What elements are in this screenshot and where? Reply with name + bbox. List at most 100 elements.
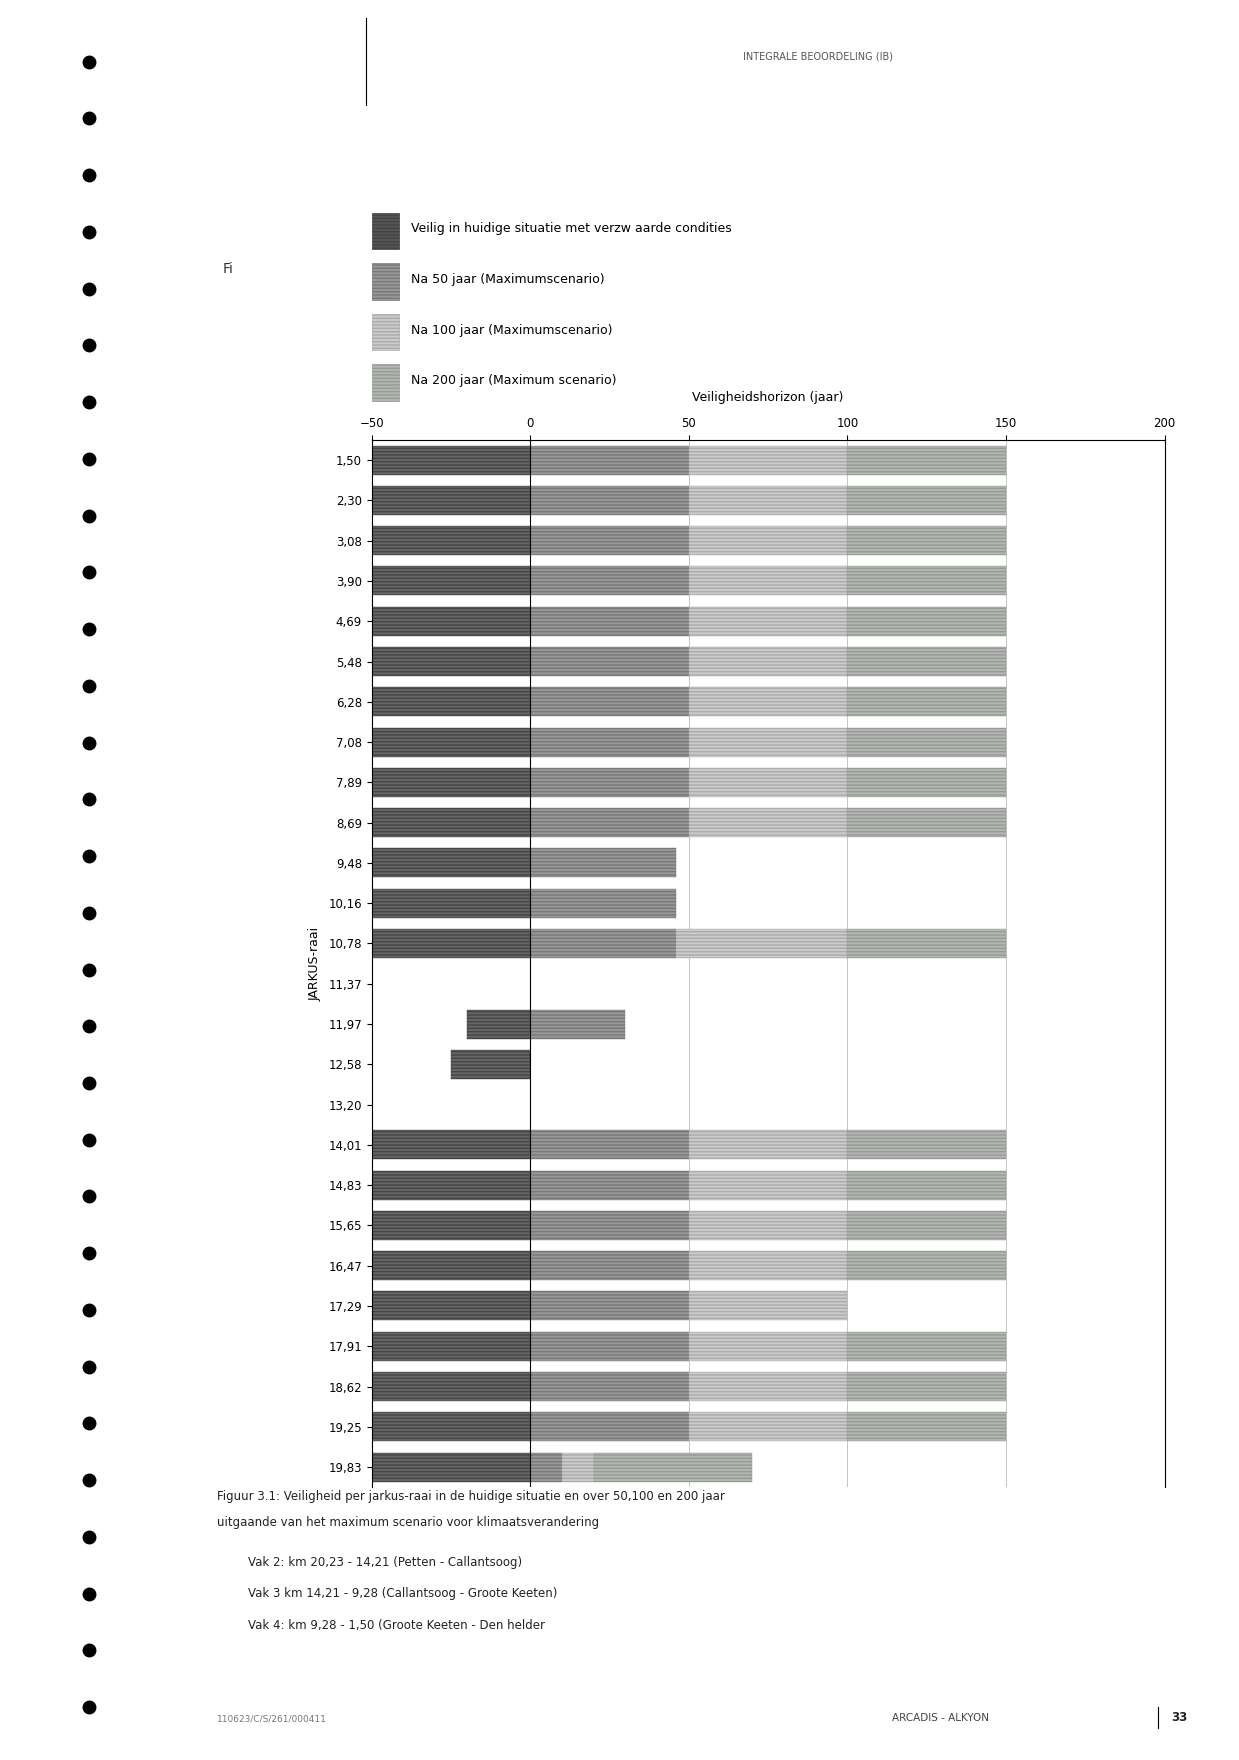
- Bar: [689, 1211, 847, 1239]
- Bar: [847, 1251, 1006, 1280]
- Bar: [847, 1373, 1006, 1401]
- Bar: [530, 1373, 689, 1401]
- Bar: [530, 848, 676, 878]
- Bar: [689, 688, 847, 716]
- Bar: [530, 526, 689, 554]
- Bar: [689, 486, 847, 516]
- Bar: [530, 1332, 689, 1360]
- Bar: [530, 727, 689, 757]
- Bar: [847, 1332, 1006, 1360]
- Bar: [847, 1130, 1006, 1160]
- Bar: [847, 486, 1006, 516]
- Bar: [689, 1292, 847, 1320]
- Bar: [847, 648, 1006, 676]
- Bar: [372, 1412, 530, 1441]
- Bar: [689, 648, 847, 676]
- Y-axis label: JARKUS-raai: JARKUS-raai: [309, 926, 321, 1001]
- Bar: [530, 1251, 689, 1280]
- Bar: [372, 1373, 530, 1401]
- Bar: [689, 767, 847, 797]
- Bar: [530, 445, 689, 475]
- Bar: [372, 1251, 530, 1280]
- Text: Vak 3 km 14,21 - 9,28 (Callantsoog - Groote Keeten): Vak 3 km 14,21 - 9,28 (Callantsoog - Gro…: [248, 1588, 558, 1600]
- Bar: [847, 607, 1006, 635]
- Bar: [689, 567, 847, 595]
- Text: Vak 4: km 9,28 - 1,50 (Groote Keeten - Den helder: Vak 4: km 9,28 - 1,50 (Groote Keeten - D…: [248, 1619, 545, 1632]
- Bar: [847, 445, 1006, 475]
- Bar: [372, 445, 530, 475]
- Bar: [372, 526, 530, 554]
- Bar: [689, 1130, 847, 1160]
- Bar: [689, 1251, 847, 1280]
- Bar: [847, 526, 1006, 554]
- Bar: [847, 767, 1006, 797]
- Bar: [530, 1010, 626, 1038]
- Bar: [530, 889, 676, 917]
- FancyBboxPatch shape: [372, 313, 399, 350]
- Bar: [372, 1452, 530, 1482]
- Bar: [372, 848, 530, 878]
- Bar: [372, 1332, 530, 1360]
- Bar: [530, 688, 689, 716]
- Bar: [530, 1170, 689, 1200]
- FancyBboxPatch shape: [372, 213, 399, 248]
- Bar: [530, 1412, 689, 1441]
- Bar: [372, 808, 530, 838]
- Bar: [847, 1211, 1006, 1239]
- Bar: [563, 1452, 593, 1482]
- Bar: [372, 567, 530, 595]
- Bar: [847, 1412, 1006, 1441]
- Bar: [689, 526, 847, 554]
- Bar: [847, 1170, 1006, 1200]
- Bar: [689, 445, 847, 475]
- Text: Veilig in huidige situatie met verzw aarde condities: Veilig in huidige situatie met verzw aar…: [411, 222, 732, 236]
- Bar: [530, 1452, 563, 1482]
- Text: uitgaande van het maximum scenario voor klimaatsverandering: uitgaande van het maximum scenario voor …: [217, 1515, 598, 1529]
- Text: Fi: Fi: [223, 262, 234, 276]
- Bar: [372, 486, 530, 516]
- Bar: [530, 808, 689, 838]
- FancyBboxPatch shape: [372, 364, 399, 401]
- Bar: [847, 567, 1006, 595]
- Bar: [689, 1412, 847, 1441]
- Bar: [372, 1211, 530, 1239]
- Text: 33: 33: [1171, 1711, 1187, 1725]
- Bar: [847, 929, 1006, 957]
- Bar: [530, 929, 676, 957]
- Bar: [530, 486, 689, 516]
- Text: Na 200 jaar (Maximum scenario): Na 200 jaar (Maximum scenario): [411, 375, 617, 387]
- Bar: [847, 727, 1006, 757]
- Bar: [451, 1049, 530, 1079]
- Bar: [372, 607, 530, 635]
- Bar: [372, 1130, 530, 1160]
- Bar: [530, 648, 689, 676]
- Bar: [689, 1332, 847, 1360]
- Bar: [689, 1373, 847, 1401]
- Bar: [467, 1010, 530, 1038]
- Bar: [372, 688, 530, 716]
- Bar: [372, 1170, 530, 1200]
- Bar: [372, 889, 530, 917]
- Bar: [689, 727, 847, 757]
- Text: Vak 2: km 20,23 - 14,21 (Petten - Callantsoog): Vak 2: km 20,23 - 14,21 (Petten - Callan…: [248, 1556, 522, 1568]
- FancyBboxPatch shape: [372, 262, 399, 299]
- Bar: [689, 607, 847, 635]
- Title: Veiligheidshorizon (jaar): Veiligheidshorizon (jaar): [693, 391, 844, 405]
- Bar: [372, 648, 530, 676]
- Bar: [530, 567, 689, 595]
- Bar: [372, 727, 530, 757]
- Text: Figuur 3.1: Veiligheid per jarkus-raai in de huidige situatie en over 50,100 en : Figuur 3.1: Veiligheid per jarkus-raai i…: [217, 1489, 725, 1503]
- Text: 110623/C/S/261/000411: 110623/C/S/261/000411: [217, 1714, 327, 1723]
- Bar: [372, 1292, 530, 1320]
- Bar: [593, 1452, 752, 1482]
- Bar: [372, 767, 530, 797]
- Bar: [372, 929, 530, 957]
- Bar: [530, 1211, 689, 1239]
- Text: INTEGRALE BEOORDELING (IB): INTEGRALE BEOORDELING (IB): [743, 51, 893, 62]
- Bar: [530, 607, 689, 635]
- Bar: [530, 1130, 689, 1160]
- Text: ARCADIS - ALKYON: ARCADIS - ALKYON: [892, 1712, 989, 1723]
- Bar: [676, 929, 847, 957]
- Text: Na 50 jaar (Maximumscenario): Na 50 jaar (Maximumscenario): [411, 273, 605, 287]
- Bar: [689, 1170, 847, 1200]
